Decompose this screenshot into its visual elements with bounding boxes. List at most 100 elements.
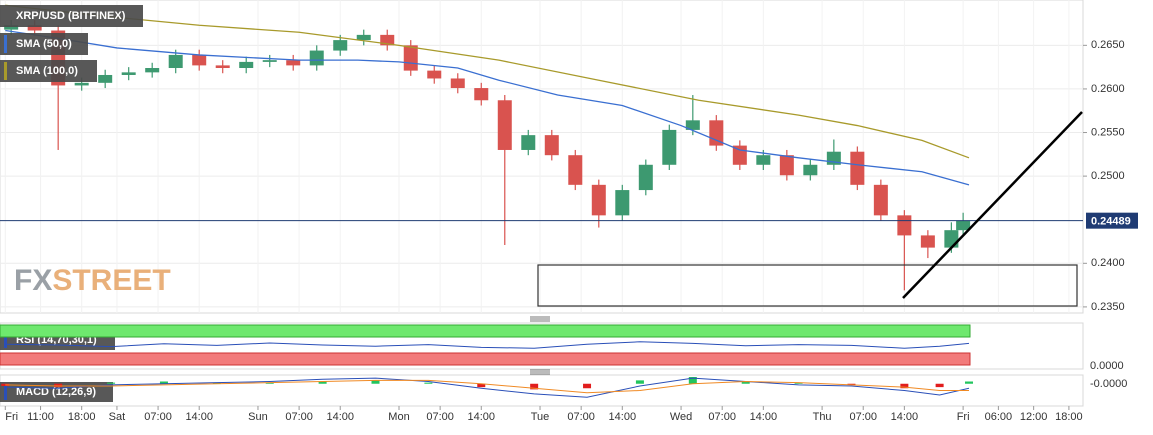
x-tick-label: Sun: [248, 411, 268, 423]
panel-handles: [530, 316, 550, 375]
x-tick-label: 14:00: [326, 411, 354, 423]
legend-box: [0, 60, 97, 82]
x-tick-label: 07:00: [144, 411, 172, 423]
macd-histogram-bar: [530, 383, 539, 390]
macd-histogram-bar: [265, 382, 274, 384]
candle-body: [497, 100, 512, 150]
rsi-line: [5, 341, 970, 349]
legend-swatch: [4, 332, 7, 348]
watermark: FXSTREET: [14, 264, 171, 297]
legend-swatch: [4, 62, 7, 80]
candle-body: [803, 164, 818, 176]
support-box: [537, 264, 1078, 307]
last-price-label: 0.24489: [1091, 216, 1131, 228]
candle-body: [145, 68, 160, 73]
y-tick-label: 0.2350: [1091, 301, 1125, 313]
macd-panel: [0, 374, 1084, 407]
y-tick-label: 0.2650: [1091, 39, 1125, 51]
macd-histogram-bar: [741, 381, 750, 384]
candle-body: [403, 45, 418, 71]
candle-body: [4, 25, 19, 30]
watermark-street: STREET: [52, 264, 170, 297]
macd-histogram-bar: [847, 383, 856, 385]
x-tick-label: 18:00: [1055, 411, 1083, 423]
candle-body: [192, 54, 207, 66]
candle-body: [544, 135, 559, 156]
x-tick-label: Fri: [957, 411, 970, 423]
x-tick-label: 07:00: [708, 411, 736, 423]
trend-line: [902, 111, 1083, 299]
macd-histogram-bar: [635, 380, 644, 384]
candle-body: [168, 54, 183, 69]
candle-body: [27, 25, 42, 31]
macd-histogram-bar: [477, 383, 486, 388]
main-panel: [0, 0, 1084, 314]
macd-histogram-bar: [318, 381, 327, 384]
macd-histogram-bar: [900, 383, 909, 389]
x-tick-label: 14:00: [468, 411, 496, 423]
x-tick-label: 18:00: [68, 411, 96, 423]
candle-body: [380, 34, 395, 46]
candle-body: [615, 190, 630, 216]
candle-body: [591, 184, 606, 216]
x-tick-label: Mon: [388, 411, 409, 423]
legend-box: [0, 33, 88, 55]
candle-body: [956, 220, 971, 231]
candle-body: [779, 155, 794, 176]
y-tick-label: 0.2550: [1091, 126, 1125, 138]
macd-histogram-bar: [965, 381, 973, 384]
rsi-axis-label: 0.0000: [1090, 360, 1124, 372]
candle-body: [450, 78, 465, 89]
candle-body: [333, 40, 348, 51]
candle-body: [685, 120, 700, 130]
candle-body: [309, 50, 324, 66]
candle-body: [662, 129, 677, 165]
macd-histogram-bar: [688, 377, 697, 384]
candle-body: [356, 34, 371, 41]
macd-histogram-bar: [212, 382, 221, 384]
candle-body: [850, 151, 865, 185]
candle-body: [286, 60, 301, 66]
sma-line: [5, 29, 970, 186]
y-tick-label: 0.2500: [1091, 170, 1125, 182]
candle-body: [262, 60, 277, 62]
y-tick-label: 0.2600: [1091, 83, 1125, 95]
macd-axis-label: -0.0000: [1090, 378, 1127, 390]
candle-body: [239, 61, 254, 69]
candle-body: [944, 230, 959, 248]
rsi-oversold-band: [0, 352, 971, 366]
watermark-fx: FX: [14, 264, 52, 297]
x-tick-label: 14:00: [609, 411, 637, 423]
macd-histogram-bar: [794, 382, 803, 384]
x-tick-label: Tue: [531, 411, 550, 423]
macd-histogram-bar: [371, 380, 380, 384]
x-tick-label: 07:00: [567, 411, 595, 423]
legend-title: XRP/USD (BITFINEX): [16, 10, 126, 22]
legend-entry: SMA (50,0): [16, 38, 72, 50]
last-price-tag: [1086, 212, 1138, 229]
rsi-overbought-band: [0, 324, 971, 338]
macd-histogram-bar: [159, 381, 168, 384]
x-tick-label: Sat: [109, 411, 126, 423]
x-tick-label: 12:00: [1020, 411, 1048, 423]
macd-title: MACD (12,26,9): [16, 386, 96, 398]
candle-body: [215, 65, 230, 69]
candle-body: [474, 88, 489, 101]
macd-histogram-bar: [424, 382, 433, 384]
macd-macd-line: [5, 377, 970, 398]
macd-histogram-bar: [54, 383, 63, 388]
x-tick-label: 14:00: [185, 411, 213, 423]
legend-entry: SMA (100,0): [16, 65, 78, 77]
candle-body: [897, 215, 912, 236]
legend-box: [0, 5, 143, 27]
macd-histogram-bar: [935, 383, 944, 388]
legend-swatch: [4, 35, 7, 53]
candle-body: [121, 72, 136, 75]
candle-body: [638, 164, 653, 191]
sma-line: [5, 4, 970, 159]
candle-body: [568, 155, 583, 185]
x-tick-label: 06:00: [985, 411, 1013, 423]
candle-body: [74, 82, 89, 86]
candle-body: [98, 74, 113, 83]
macd-histogram-bar: [583, 383, 592, 389]
